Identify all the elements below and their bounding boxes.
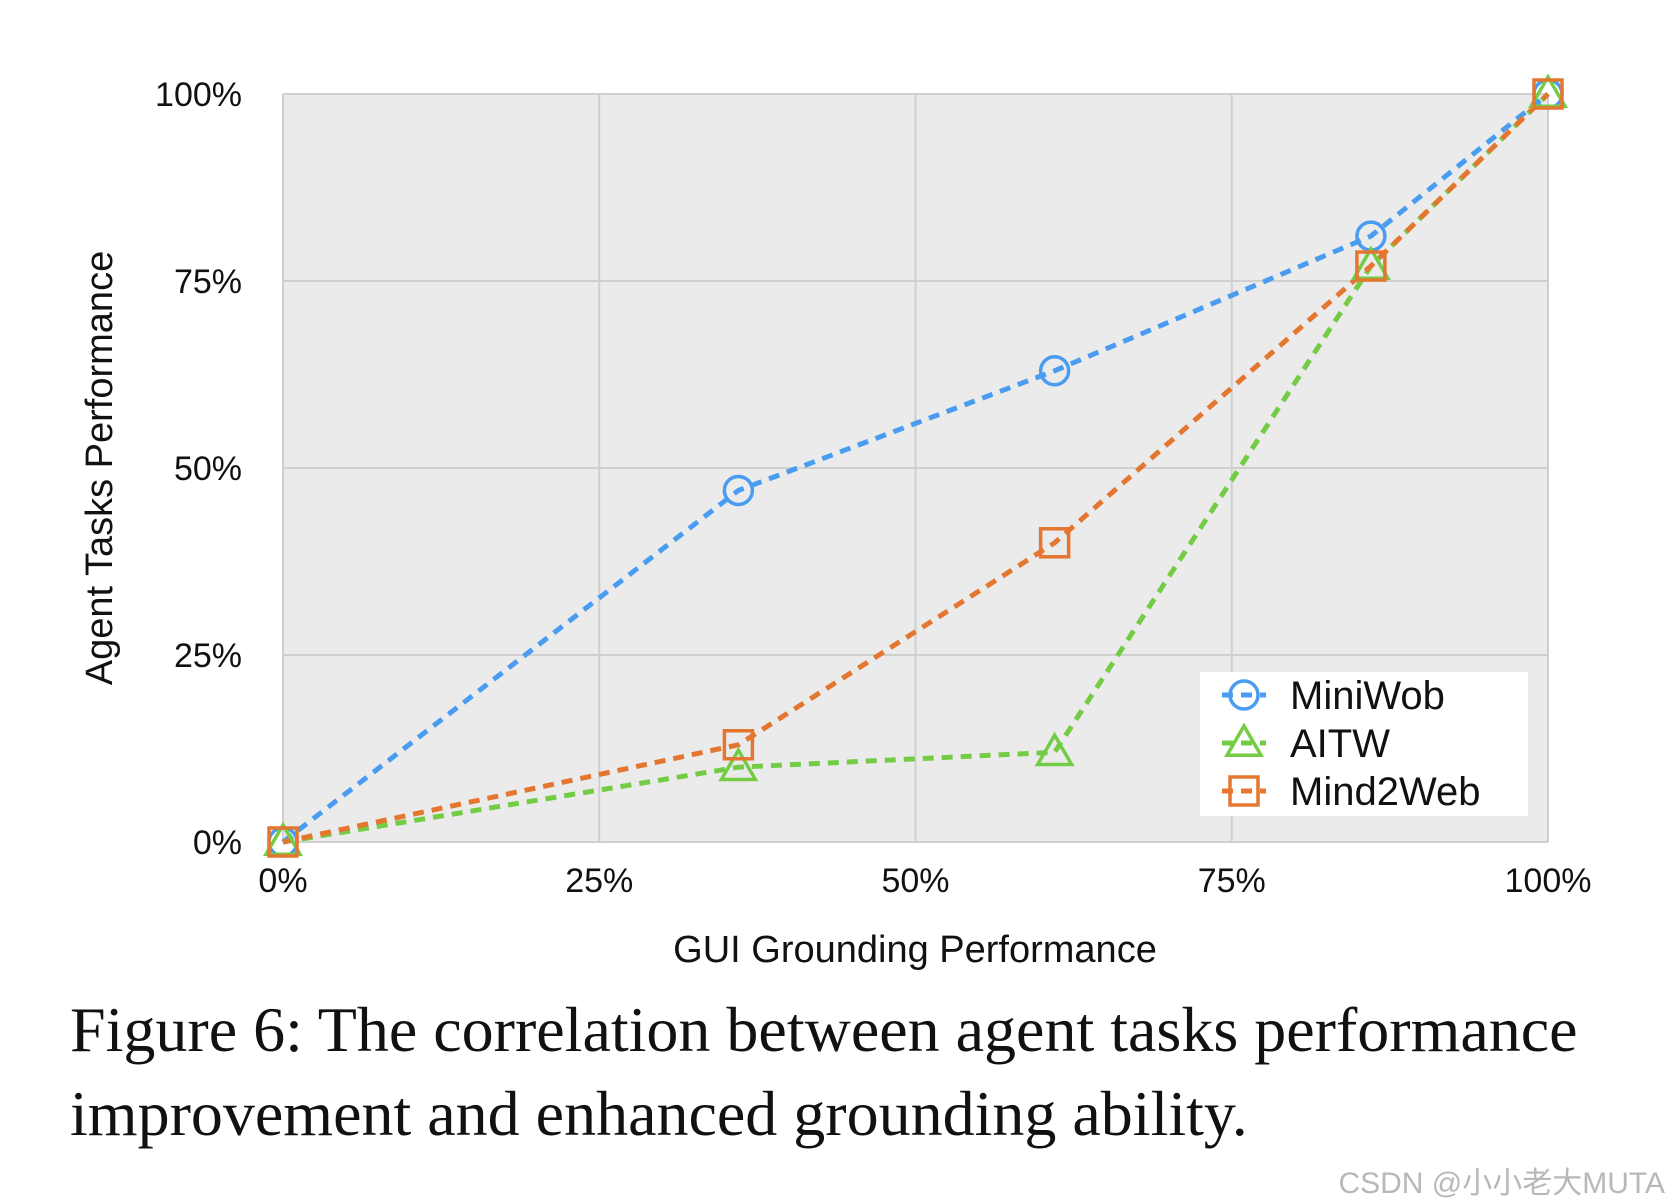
y-tick-label: 50%	[174, 450, 242, 488]
data-point-aitw	[1527, 73, 1569, 108]
y-tick-label: 75%	[174, 263, 242, 301]
x-tick-label: 50%	[881, 862, 949, 900]
y-tick-label: 0%	[193, 824, 242, 862]
data-point-aitw	[718, 746, 759, 782]
data-point-mind2web	[1532, 78, 1564, 110]
series-lines	[281, 92, 1550, 845]
y-tick-label: 100%	[155, 76, 242, 114]
legend-marker-miniwob	[1228, 679, 1260, 711]
data-point-aitw	[1034, 731, 1075, 767]
x-tick-label: 0%	[258, 862, 307, 900]
data-point-mind2web	[1355, 250, 1387, 282]
y-tick-label: 25%	[174, 637, 242, 675]
y-axis-title: Agent Tasks Performance	[79, 251, 121, 685]
series-line-miniwob	[281, 92, 1550, 844]
x-tick-label: 100%	[1505, 862, 1592, 900]
figure-caption: Figure 6: The correlation between agent …	[70, 994, 1578, 1149]
data-point-mind2web	[1038, 527, 1071, 559]
y-tick-labels: 0% 25% 50% 75% 100%	[155, 76, 242, 862]
data-point-aitw	[262, 821, 304, 856]
legend-label-aitw: AITW	[1290, 722, 1390, 766]
grid-lines	[282, 93, 1549, 843]
data-point-mind2web	[267, 826, 299, 858]
data-point-miniwob	[1038, 355, 1071, 387]
legend-label-mind2web: Mind2Web	[1290, 770, 1480, 814]
series-line-mind2web	[282, 92, 1550, 845]
series-markers	[262, 73, 1569, 858]
x-axis-title: GUI Grounding Performance	[673, 929, 1157, 971]
legend-marker-mind2web	[1228, 775, 1260, 807]
x-tick-label: 75%	[1198, 862, 1266, 900]
data-point-aitw	[1350, 245, 1391, 281]
x-tick-label: 25%	[565, 862, 633, 900]
data-point-mind2web	[722, 729, 755, 761]
series-line-aitw	[282, 92, 1550, 845]
legend-label-miniwob: MiniWob	[1290, 674, 1445, 718]
watermark: CSDN @小小老大MUTA	[1338, 1167, 1665, 1200]
data-point-miniwob	[722, 474, 755, 507]
x-tick-labels: 0% 25% 50% 75% 100%	[258, 862, 1591, 900]
legend-marker-aitw	[1223, 722, 1265, 757]
